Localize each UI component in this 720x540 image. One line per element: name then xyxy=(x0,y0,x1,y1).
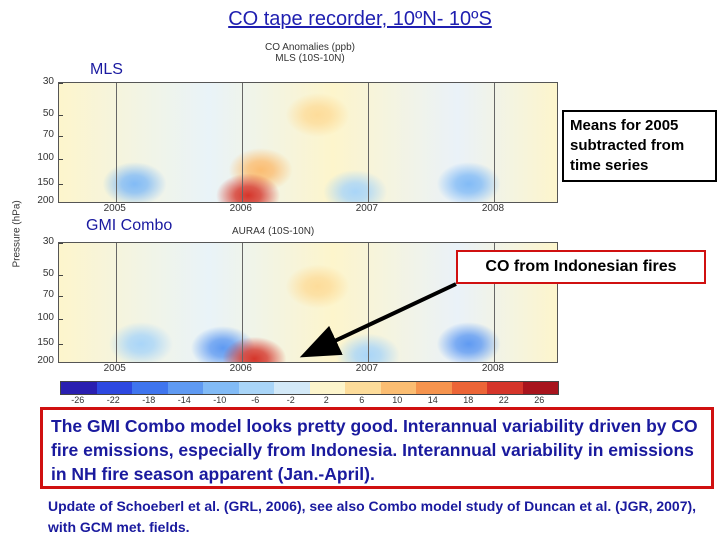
year-gridline xyxy=(367,83,369,202)
colorbar-swatch xyxy=(203,382,239,394)
y-tick-label: 70 xyxy=(42,129,54,141)
x-tick-label: 2007 xyxy=(355,363,378,374)
y-tick-label: 50 xyxy=(42,108,54,120)
x-tick-label: 2005 xyxy=(103,203,126,214)
means-callout: Means for 2005 subtracted from time seri… xyxy=(562,110,717,182)
y-tick-mark xyxy=(59,115,63,116)
y-tick-label: 100 xyxy=(37,311,54,323)
colorbar-swatch xyxy=(451,382,487,394)
colorbar-swatch xyxy=(61,382,97,394)
colorbar-swatch xyxy=(167,382,203,394)
year-gridline xyxy=(494,243,495,362)
gmi-panel-label: GMI Combo xyxy=(86,217,173,234)
colorbar-tick-label: -26 xyxy=(71,395,85,405)
x-tick-label: 2006 xyxy=(229,363,252,374)
y-tick-label: 70 xyxy=(42,289,54,301)
summary-box: The GMI Combo model looks pretty good. I… xyxy=(40,407,714,489)
year-gridline xyxy=(241,243,243,362)
year-gridline xyxy=(367,243,369,362)
year-gridline xyxy=(115,83,117,202)
y-tick-mark xyxy=(59,344,63,345)
y-tick-label: 30 xyxy=(42,236,54,247)
colorbar-swatch xyxy=(416,382,452,394)
y-tick-label: 200 xyxy=(37,195,54,206)
colorbar-swatch xyxy=(238,382,274,394)
colorbar-tick-label: 22 xyxy=(498,395,509,405)
colorbar-swatch xyxy=(274,382,310,394)
colorbar-tick-label: -6 xyxy=(251,395,260,405)
slide-title: CO tape recorder, 10ºN- 10ºS xyxy=(228,8,492,30)
y-tick-label: 150 xyxy=(37,176,54,188)
year-gridline xyxy=(241,83,243,202)
y-tick-mark xyxy=(59,296,63,298)
y-tick-label: 200 xyxy=(37,355,54,366)
x-tick-label: 2006 xyxy=(229,203,252,214)
colorbar-tick-label: -2 xyxy=(286,395,295,405)
fires-callout: CO from Indonesian fires xyxy=(456,250,706,284)
x-tick-label: 2008 xyxy=(481,363,505,374)
colorbar-swatch xyxy=(132,382,168,394)
colorbar-tick-label: 6 xyxy=(359,395,365,405)
colorbar-swatch xyxy=(380,382,416,394)
year-gridline xyxy=(115,243,117,362)
colorbar-tick-label: 2 xyxy=(323,395,329,405)
mls-heatmap-plot xyxy=(58,82,558,203)
y-tick-mark xyxy=(59,184,63,185)
y-tick-mark xyxy=(59,158,63,160)
y-tick-mark xyxy=(59,83,63,84)
colorbar-swatch xyxy=(309,382,345,394)
colorbar-swatch xyxy=(522,382,558,394)
y-tick-mark xyxy=(59,243,63,244)
x-tick-label: 2007 xyxy=(355,203,378,214)
colorbar xyxy=(60,381,559,395)
colorbar-swatch xyxy=(345,382,381,394)
colorbar-swatch xyxy=(96,382,132,394)
colorbar-tick-label: 14 xyxy=(427,395,438,405)
x-tick-label: 2005 xyxy=(103,363,126,374)
colorbar-tick-label: -22 xyxy=(106,395,120,405)
y-tick-mark xyxy=(59,275,63,276)
colorbar-tick-label: -10 xyxy=(213,395,227,405)
mls-panel-label: MLS xyxy=(90,61,123,78)
mls-panel-title-2: MLS (10S-10N) xyxy=(275,53,345,64)
colorbar-tick-label: 10 xyxy=(392,395,403,405)
footnote: Update of Schoeberl et al. (GRL, 2006), … xyxy=(48,498,697,535)
y-tick-mark xyxy=(59,318,63,320)
y-tick-label: 50 xyxy=(42,268,54,280)
y-tick-mark xyxy=(59,136,63,138)
y-tick-label: 30 xyxy=(42,76,54,87)
colorbar-tick-label: 26 xyxy=(534,395,545,405)
year-gridline xyxy=(494,83,495,202)
mls-panel-title-1: CO Anomalies (ppb) xyxy=(264,42,356,53)
y-tick-label: 100 xyxy=(37,151,54,163)
fire-arrow xyxy=(299,282,457,358)
colorbar-tick-label: 18 xyxy=(463,395,474,405)
x-tick-label: 2008 xyxy=(481,203,505,214)
gmi-panel-title: AURA4 (10S-10N) xyxy=(232,226,315,237)
colorbar-tick-label: -18 xyxy=(142,395,156,405)
colorbar-tick-label: -14 xyxy=(177,395,191,405)
y-tick-label: 150 xyxy=(37,336,54,348)
colorbar-swatch xyxy=(487,382,523,394)
